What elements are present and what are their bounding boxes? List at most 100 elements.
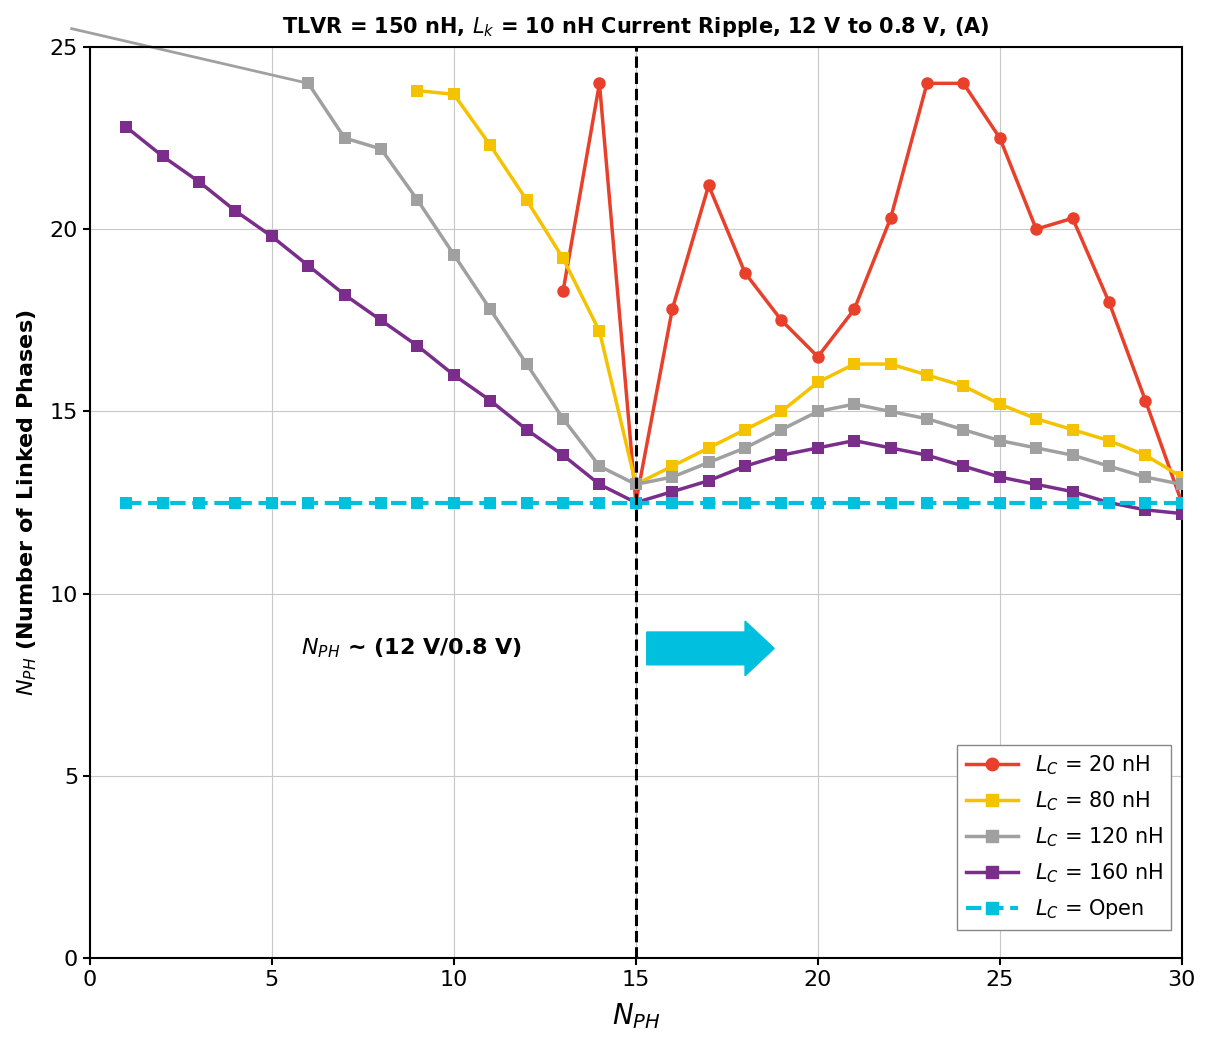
$L_C$ = Open: [447, 496, 461, 508]
$L_C$ = 160 nH: [265, 230, 280, 243]
$L_C$ = Open: [774, 496, 788, 508]
$L_C$ = 80 nH: [1138, 449, 1153, 461]
$L_C$ = 120 nH: [374, 142, 389, 155]
$L_C$ = 20 nH: [920, 77, 935, 90]
$L_C$ = 120 nH: [1138, 471, 1153, 483]
$L_C$ = 20 nH: [1138, 394, 1153, 407]
Line: $L_C$ = 120 nH: $L_C$ = 120 nH: [302, 77, 1188, 491]
$L_C$ = 80 nH: [447, 88, 461, 100]
$L_C$ = 20 nH: [665, 303, 679, 316]
$L_C$ = 160 nH: [1029, 478, 1044, 491]
$L_C$ = Open: [810, 496, 825, 508]
$L_C$ = 80 nH: [520, 194, 534, 206]
$L_C$ = 160 nH: [1066, 485, 1080, 498]
$L_C$ = Open: [155, 496, 170, 508]
$L_C$ = 160 nH: [338, 289, 352, 301]
$L_C$ = 160 nH: [1138, 503, 1153, 516]
$L_C$ = 120 nH: [592, 460, 607, 473]
$L_C$ = Open: [374, 496, 389, 508]
$L_C$ = 80 nH: [483, 139, 498, 152]
$L_C$ = 120 nH: [520, 358, 534, 370]
$L_C$ = 80 nH: [737, 424, 752, 436]
$L_C$ = 120 nH: [1066, 449, 1080, 461]
$L_C$ = 120 nH: [1102, 460, 1117, 473]
$L_C$ = Open: [883, 496, 897, 508]
$L_C$ = 160 nH: [228, 205, 242, 218]
$L_C$ = Open: [411, 496, 425, 508]
$L_C$ = 160 nH: [191, 176, 206, 188]
$L_C$ = 160 nH: [411, 340, 425, 353]
$L_C$ = 120 nH: [556, 412, 570, 425]
$L_C$ = 120 nH: [338, 132, 352, 144]
$L_C$ = 80 nH: [957, 380, 971, 392]
$L_C$ = Open: [1138, 496, 1153, 508]
$L_C$ = Open: [957, 496, 971, 508]
$L_C$ = Open: [629, 496, 643, 508]
X-axis label: $N_{PH}$: $N_{PH}$: [612, 1001, 660, 1031]
$L_C$ = 80 nH: [629, 478, 643, 491]
$L_C$ = 120 nH: [846, 397, 861, 410]
Title: TLVR = 150 nH, $L_k$ = 10 nH Current Ripple, 12 V to 0.8 V, (A): TLVR = 150 nH, $L_k$ = 10 nH Current Rip…: [282, 15, 989, 39]
$L_C$ = 160 nH: [774, 449, 788, 461]
$L_C$ = 20 nH: [810, 350, 825, 363]
$L_C$ = 120 nH: [1175, 478, 1189, 491]
$L_C$ = 120 nH: [993, 434, 1008, 447]
$L_C$ = 20 nH: [1175, 496, 1189, 508]
$L_C$ = 20 nH: [993, 132, 1008, 144]
$L_C$ = Open: [846, 496, 861, 508]
$L_C$ = 160 nH: [592, 478, 607, 491]
$L_C$ = Open: [191, 496, 206, 508]
$L_C$ = 160 nH: [920, 449, 935, 461]
$L_C$ = 80 nH: [665, 460, 679, 473]
$L_C$ = 20 nH: [1029, 223, 1044, 235]
$L_C$ = 120 nH: [629, 478, 643, 491]
$L_C$ = Open: [556, 496, 570, 508]
$L_C$ = 80 nH: [774, 405, 788, 417]
$L_C$ = Open: [302, 496, 316, 508]
$L_C$ = 20 nH: [592, 77, 607, 90]
$L_C$ = 80 nH: [883, 358, 897, 370]
Y-axis label: $N_{PH}$ (Number of Linked Phases): $N_{PH}$ (Number of Linked Phases): [15, 310, 39, 696]
$L_C$ = 120 nH: [447, 248, 461, 260]
$L_C$ = 80 nH: [1029, 412, 1044, 425]
$L_C$ = 160 nH: [1102, 496, 1117, 508]
$L_C$ = 160 nH: [993, 471, 1008, 483]
$L_C$ = 20 nH: [737, 267, 752, 279]
$L_C$ = Open: [228, 496, 242, 508]
Line: $L_C$ = Open: $L_C$ = Open: [120, 497, 1188, 508]
Line: $L_C$ = 80 nH: $L_C$ = 80 nH: [412, 85, 1188, 491]
$L_C$ = 120 nH: [302, 77, 316, 90]
$L_C$ = 160 nH: [556, 449, 570, 461]
$L_C$ = 120 nH: [737, 441, 752, 454]
$L_C$ = 120 nH: [774, 424, 788, 436]
$L_C$ = 80 nH: [556, 252, 570, 265]
$L_C$ = 120 nH: [665, 471, 679, 483]
$L_C$ = 80 nH: [846, 358, 861, 370]
$L_C$ = 160 nH: [665, 485, 679, 498]
$L_C$ = 160 nH: [810, 441, 825, 454]
$L_C$ = 160 nH: [302, 259, 316, 272]
Text: $N_{PH}$ ~ (12 V/0.8 V): $N_{PH}$ ~ (12 V/0.8 V): [302, 637, 522, 660]
$L_C$ = 120 nH: [957, 424, 971, 436]
$L_C$ = 120 nH: [810, 405, 825, 417]
$L_C$ = 80 nH: [592, 325, 607, 338]
$L_C$ = Open: [265, 496, 280, 508]
$L_C$ = 80 nH: [1175, 471, 1189, 483]
$L_C$ = 120 nH: [483, 303, 498, 316]
$L_C$ = 120 nH: [883, 405, 897, 417]
Line: $L_C$ = 20 nH: $L_C$ = 20 nH: [557, 77, 1188, 508]
$L_C$ = 160 nH: [119, 121, 133, 134]
$L_C$ = 20 nH: [883, 212, 897, 225]
$L_C$ = Open: [737, 496, 752, 508]
$L_C$ = Open: [920, 496, 935, 508]
$L_C$ = 80 nH: [810, 376, 825, 388]
$L_C$ = Open: [119, 496, 133, 508]
FancyArrow shape: [647, 621, 774, 676]
Line: $L_C$ = 160 nH: $L_C$ = 160 nH: [120, 121, 1188, 520]
$L_C$ = Open: [1175, 496, 1189, 508]
$L_C$ = Open: [1102, 496, 1117, 508]
$L_C$ = 20 nH: [957, 77, 971, 90]
$L_C$ = Open: [1066, 496, 1080, 508]
$L_C$ = Open: [665, 496, 679, 508]
$L_C$ = Open: [338, 496, 352, 508]
